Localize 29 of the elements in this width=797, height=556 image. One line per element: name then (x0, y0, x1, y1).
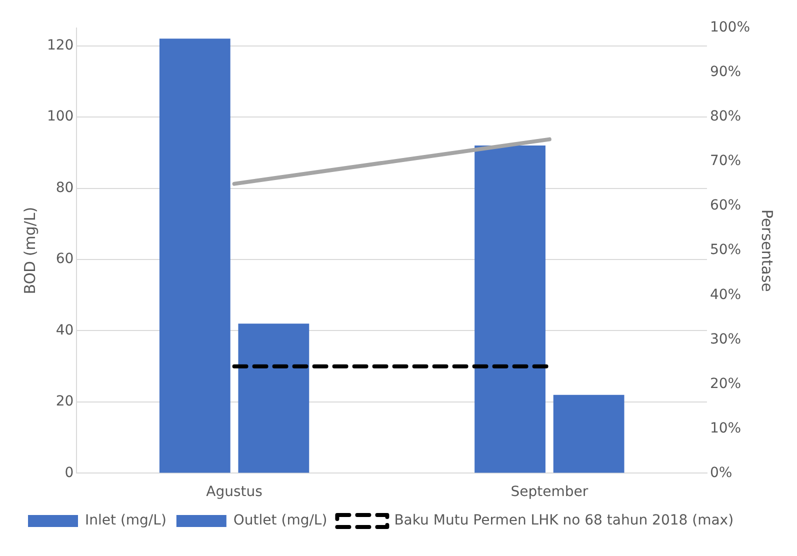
y-tick-label: 60 (56, 251, 74, 268)
y2-tick-label: 80% (710, 108, 742, 125)
y-tick-label: 0 (64, 464, 74, 481)
y2-tick-label: 50% (710, 242, 742, 258)
y2-tick-label: 20% (710, 376, 742, 392)
y-tick-label: 20 (56, 394, 74, 410)
bar (474, 146, 546, 473)
y-tick-label: 120 (46, 37, 74, 54)
y2-tick-label: 40% (710, 286, 742, 303)
y-axis-title: BOD (mg/L) (20, 206, 39, 294)
x-tick-label: Agustus (206, 484, 262, 500)
y2-axis-title: Persentase (758, 209, 776, 292)
y2-tick-label: 0% (710, 464, 732, 481)
bar (553, 394, 624, 473)
y2-tick-label: 60% (710, 198, 742, 214)
legend-label: Inlet (mg/L) (85, 512, 166, 529)
y-tick-label: 100 (46, 108, 74, 125)
y2-tick-label: 90% (710, 64, 742, 80)
x-tick-label: September (510, 484, 588, 500)
y2-tick-label: 100% (710, 20, 750, 36)
y2-tick-label: 30% (710, 331, 742, 348)
y2-tick-label: 70% (710, 153, 742, 170)
bar (238, 324, 310, 473)
legend-label: Outlet (mg/L) (233, 512, 328, 529)
bar (159, 38, 230, 473)
y-tick-label: 80 (56, 180, 74, 196)
legend-label: Baku Mutu Permen LHK no 68 tahun 2018 (max) (394, 512, 734, 529)
y-tick-label: 40 (56, 322, 74, 338)
y2-tick-label: 10% (710, 420, 742, 436)
